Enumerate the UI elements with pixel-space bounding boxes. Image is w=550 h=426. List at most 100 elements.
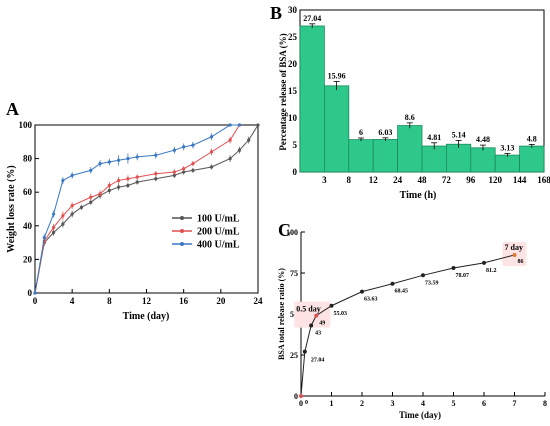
chart-b-xtick-label: 48: [418, 175, 428, 185]
chart-b-bar: [421, 145, 447, 173]
chart-b-bar: [299, 25, 325, 173]
chart-b-bar: [323, 85, 350, 173]
chart-c-xtick-label: 0: [299, 399, 303, 408]
chart-a-point: [61, 214, 65, 218]
chart-c-xlabel: Time (day): [399, 410, 441, 420]
chart-a-point: [33, 291, 37, 295]
chart-a-point: [228, 123, 232, 127]
chart-c-xtick-label: 1: [330, 399, 334, 408]
chart-a-point: [89, 195, 93, 199]
chart-a-ytick-label: 40: [23, 221, 33, 231]
chart-a-xtick-label: 24: [254, 296, 264, 306]
chart-a-point: [51, 230, 56, 235]
chart-c-xtick-label: 5: [452, 399, 456, 408]
chart-b-data-label: 4.48: [476, 135, 490, 144]
chart-b-xtick-label: 12: [369, 175, 379, 185]
chart-b-ytick-label: 30: [288, 5, 298, 15]
chart-a-point: [117, 178, 121, 183]
chart-c-xtick-label: 7: [513, 399, 517, 408]
chart-b-xtick-label: 3: [322, 175, 327, 185]
chart-c-point: [302, 349, 307, 354]
chart-c-data-label: 27.04: [311, 358, 325, 364]
chart-b-xlabel: Time (h): [400, 190, 437, 201]
chart-b-bar: [348, 139, 374, 173]
chart-a-legend-label: 400 U/mL: [197, 240, 240, 251]
chart-a-point: [191, 162, 195, 166]
chart-c-annotation: 7 day: [505, 243, 523, 252]
chart-b-xtick-label: 120: [488, 175, 502, 185]
chart-a-point: [228, 157, 232, 161]
chart-a-point: [126, 157, 130, 161]
chart-a-xlabel: Time (day): [123, 311, 170, 322]
chart-c-point: [360, 289, 364, 294]
chart-a-point: [209, 135, 214, 139]
chart-a-point: [107, 183, 111, 188]
chart-b-xtick-label: 168: [537, 175, 550, 185]
chart-c-ytick-label: 75: [290, 269, 298, 278]
chart-a-point: [191, 143, 195, 147]
chart-b-bar: [470, 147, 496, 173]
chart-b-bar: [397, 125, 423, 173]
chart-b-data-label: 27.04: [303, 14, 321, 23]
chart-a-point: [154, 153, 158, 157]
chart-c-data-label: 55.03: [334, 311, 348, 317]
chart-a-legend-marker: [180, 242, 184, 246]
chart-b-data-label: 3.13: [500, 143, 514, 152]
chart-a-point: [182, 170, 186, 174]
chart-a-point: [70, 204, 74, 208]
chart-a-point: [61, 178, 65, 183]
chart-a-ytick-label: 0: [28, 288, 33, 298]
chart-a-point: [70, 212, 74, 216]
chart-a-series-line: [34, 124, 240, 294]
chart-c-ytick-label: 100: [286, 228, 298, 237]
chart-c: 0 1 2 3 4 5 6 7 8 0 25 50 75 100 0 27.04 43 49 55.03 63.63…: [277, 228, 547, 420]
chart-c-point: [314, 313, 319, 318]
chart-a-point: [191, 168, 195, 172]
chart-a-point: [247, 138, 251, 142]
chart-a-point: [228, 138, 232, 142]
chart-a-point: [209, 165, 214, 169]
chart-a-legend-label: 200 U/mL: [197, 227, 240, 238]
chart-b-data-label: 6.03: [378, 128, 392, 137]
chart-a-point: [135, 180, 139, 184]
chart-b-ytick-label: 25: [288, 32, 298, 42]
chart-c-highlight-05day: [294, 301, 331, 328]
chart-c-data-label: 68.45: [395, 289, 409, 295]
chart-b-data-label: 4.81: [427, 133, 441, 142]
chart-a-point: [135, 175, 139, 179]
chart-c-ylabel: BSA total release ratio (%): [277, 268, 286, 360]
chart-b-data-label: 15.96: [328, 71, 346, 80]
chart-a-point: [70, 173, 74, 177]
chart-a-point: [107, 188, 111, 193]
chart-a-point: [107, 160, 111, 164]
chart-b-ytick-label: 15: [288, 86, 298, 96]
chart-b-bar: [494, 154, 521, 173]
chart-b-data-label: 4.8: [527, 134, 537, 143]
chart-c-xtick-label: 4: [421, 399, 425, 408]
chart-b-data-label: 8.6: [405, 113, 415, 122]
chart-c-line: [300, 254, 515, 397]
chart-a-ytick-label: 60: [23, 187, 33, 197]
chart-c-point: [309, 323, 314, 328]
chart-a-ytick-label: 100: [19, 120, 33, 130]
chart-a-xtick-label: 12: [142, 296, 152, 306]
chart-a-xtick-label: 16: [179, 296, 189, 306]
chart-a-point: [172, 170, 176, 174]
chart-b-data-label: 5.14: [452, 130, 466, 139]
panel-letter-b: B: [270, 3, 282, 23]
chart-a-legend-marker: [180, 216, 184, 220]
chart-c-xtick-label: 3: [391, 399, 395, 408]
chart-a-legend-label: 100 U/mL: [197, 214, 240, 225]
chart-c-xtick-label: 2: [360, 399, 364, 408]
chart-b-bar: [445, 143, 472, 173]
chart-a-point: [117, 185, 121, 189]
chart-b: 0 5 10 15 20 25 30 3 8 12 24 48 72 96 120 144 168 27.04 1…: [278, 5, 550, 201]
chart-a-point: [135, 155, 139, 159]
chart-a-point: [172, 148, 176, 152]
chart-b-data-label: 6: [359, 128, 363, 137]
chart-c-xtick-label: 8: [543, 399, 547, 408]
chart-a-point: [61, 222, 65, 226]
chart-a-point: [42, 235, 46, 240]
chart-a-point: [237, 148, 242, 152]
chart-c-ytick-label: 25: [290, 351, 298, 360]
